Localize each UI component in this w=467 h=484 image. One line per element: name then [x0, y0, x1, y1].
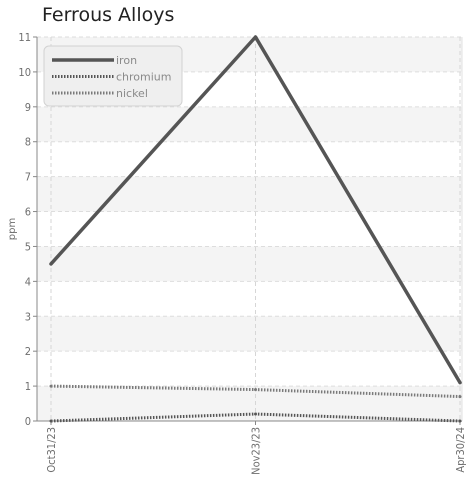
- y-tick-label: 8: [25, 136, 31, 149]
- plot-band: [37, 176, 462, 212]
- x-tick-labels: Oct31/23 Nov23/23 Apr30/24: [45, 427, 467, 475]
- y-tick-label: 2: [25, 345, 31, 358]
- y-tick-labels: 0 1 2 3 4 5 6 7 8 9 10 11: [18, 31, 31, 428]
- y-tick-label: 1: [25, 380, 31, 393]
- plot-band: [37, 106, 462, 142]
- y-axis-label: ppm: [7, 218, 18, 240]
- y-tick-label: 9: [25, 101, 31, 114]
- data-point-iron: [49, 262, 53, 266]
- plot-band: [37, 316, 462, 352]
- y-tick-label: 7: [25, 171, 31, 184]
- data-point-chromium: [458, 419, 462, 423]
- data-point-iron: [254, 35, 257, 39]
- x-tick-label: Nov23/23: [250, 427, 263, 475]
- axes: [33, 36, 463, 425]
- x-tick-label: Apr30/24: [454, 427, 467, 473]
- data-point-chromium: [49, 419, 53, 423]
- y-tick-label: 11: [18, 31, 31, 44]
- y-tick-label: 6: [25, 206, 31, 219]
- y-tick-label: 0: [25, 415, 31, 428]
- y-tick-label: 10: [18, 66, 31, 79]
- y-tick-label: 4: [25, 275, 31, 288]
- plot-band: [37, 386, 462, 421]
- series-lines: [49, 35, 462, 423]
- y-tick-label: 5: [25, 240, 31, 253]
- chart-title: Ferrous Alloys: [42, 4, 175, 26]
- data-point-nickel: [49, 384, 53, 388]
- data-point-chromium: [254, 412, 257, 416]
- legend-label-nickel: nickel: [116, 87, 148, 100]
- y-tick-label: 3: [25, 310, 31, 323]
- legend-label-iron: iron: [116, 54, 137, 67]
- data-point-nickel: [458, 395, 462, 399]
- legend-label-chromium: chromium: [116, 71, 172, 84]
- data-point-iron: [458, 381, 462, 385]
- x-tick-label: Oct31/23: [45, 427, 58, 473]
- data-point-nickel: [254, 388, 257, 392]
- legend: iron chromium nickel: [43, 45, 183, 107]
